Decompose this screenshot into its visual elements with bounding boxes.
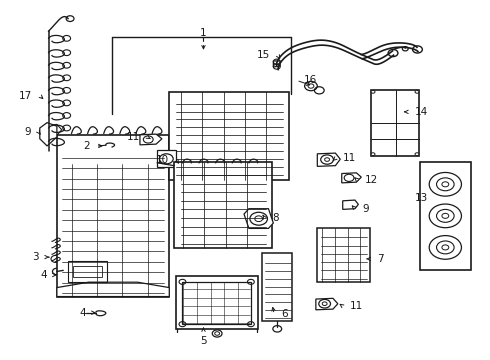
- Circle shape: [371, 153, 375, 156]
- Bar: [157, 150, 175, 167]
- Circle shape: [429, 235, 462, 259]
- Text: 7: 7: [377, 254, 384, 264]
- Text: 5: 5: [200, 336, 207, 346]
- Polygon shape: [273, 61, 280, 67]
- Polygon shape: [316, 298, 338, 310]
- Circle shape: [415, 90, 419, 93]
- Text: 9: 9: [24, 127, 31, 136]
- Polygon shape: [42, 125, 62, 139]
- Text: 3: 3: [32, 252, 39, 262]
- Bar: [420, 162, 471, 270]
- Circle shape: [437, 210, 454, 222]
- Bar: [262, 253, 293, 320]
- Text: 14: 14: [415, 107, 428, 117]
- Polygon shape: [140, 134, 162, 145]
- Polygon shape: [57, 282, 169, 297]
- Polygon shape: [342, 173, 361, 183]
- Bar: [175, 276, 258, 329]
- Polygon shape: [40, 123, 57, 146]
- Text: 15: 15: [257, 50, 270, 60]
- Bar: [169, 92, 289, 180]
- Text: 16: 16: [304, 75, 317, 85]
- Circle shape: [415, 153, 419, 156]
- Bar: [318, 228, 370, 282]
- Text: 11: 11: [343, 153, 356, 163]
- Text: 9: 9: [362, 204, 369, 214]
- Text: 4: 4: [41, 270, 47, 280]
- Text: 8: 8: [272, 213, 278, 222]
- Circle shape: [429, 172, 462, 196]
- Text: 12: 12: [365, 175, 378, 185]
- Polygon shape: [244, 209, 273, 228]
- Text: 11: 11: [127, 132, 140, 142]
- Text: 17: 17: [19, 91, 32, 101]
- Bar: [68, 261, 107, 282]
- Text: 11: 11: [350, 301, 363, 311]
- Bar: [174, 162, 272, 248]
- Text: 10: 10: [156, 155, 169, 165]
- Circle shape: [429, 204, 462, 228]
- Text: 1: 1: [200, 28, 207, 39]
- Bar: [371, 90, 419, 156]
- Polygon shape: [343, 200, 358, 210]
- Bar: [182, 282, 251, 324]
- Bar: [57, 135, 169, 297]
- Bar: [73, 266, 102, 277]
- Circle shape: [437, 241, 454, 254]
- Polygon shape: [318, 153, 340, 166]
- Circle shape: [437, 178, 454, 191]
- Text: 6: 6: [282, 310, 288, 319]
- Text: 2: 2: [83, 141, 90, 151]
- Text: 4: 4: [79, 308, 86, 318]
- Text: 13: 13: [415, 193, 428, 203]
- Circle shape: [371, 90, 375, 93]
